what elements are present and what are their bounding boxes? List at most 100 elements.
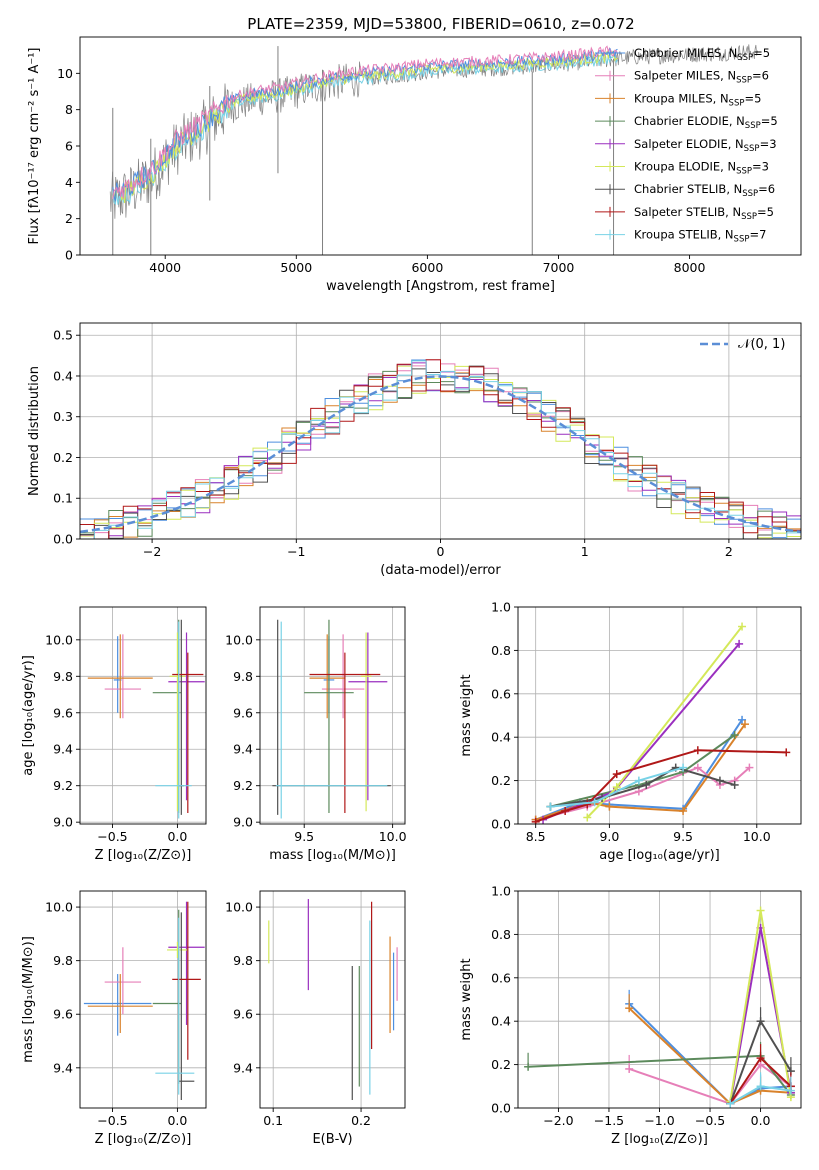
legend: 𝒩(0, 1) — [700, 337, 785, 352]
series-point — [735, 639, 744, 648]
x-tick-label: −2.0 — [543, 1113, 573, 1128]
axes-mass_vs_Z: −0.5 0.0 9.4 9.6 9.8 10.0 Z [log₁₀(Z/Z⊙)] mass … — [21, 890, 207, 1147]
y-tick-label: 10.0 — [45, 632, 73, 647]
series-point — [786, 1076, 795, 1095]
y-tick-label: 0.1 — [53, 491, 73, 506]
x-axis-label: (data-model)/error — [380, 563, 501, 578]
y-tick-label: 10.0 — [45, 900, 73, 915]
y-tick-label: 1.0 — [491, 600, 511, 615]
errorbar-chabrier-elodie — [304, 619, 354, 814]
series-line-salpeter-elodie — [542, 643, 740, 821]
y-tick-label: 9.2 — [53, 778, 73, 793]
series-point — [756, 1044, 765, 1063]
series-point — [738, 622, 747, 631]
errorbar-kroupa-stelib — [155, 917, 195, 1095]
axes-frame — [517, 606, 802, 825]
y-tick-label: 0.5 — [53, 328, 73, 343]
series-point — [756, 1007, 765, 1026]
errorbar-salpeter-elodie — [168, 632, 205, 801]
errorbar-kroupa-stelib — [155, 621, 192, 819]
series-point — [679, 806, 688, 815]
errorbar-salpeter-stelib — [172, 901, 201, 1060]
series-point — [730, 780, 739, 789]
x-axis-label: Z [log₁₀(Z/Z⊙)] — [95, 1132, 192, 1147]
x-tick-label: 10.0 — [379, 829, 407, 844]
legend-label: Salpeter STELIB, NSSP=5 — [634, 205, 774, 222]
series-point — [715, 776, 724, 785]
axes-frame — [79, 606, 207, 825]
y-tick-label: 0.4 — [53, 368, 73, 383]
series-point — [590, 798, 599, 807]
y-tick-label: 0.6 — [491, 970, 511, 985]
errorbar-chabrier-miles — [83, 974, 152, 1036]
legend-label: Kroupa MILES, NSSP=5 — [634, 91, 761, 108]
series-point — [605, 802, 614, 811]
x-tick-label: 10.0 — [743, 829, 771, 844]
series-line-kroupa-elodie — [586, 625, 743, 819]
x-tick-label: −2 — [143, 544, 161, 559]
data-spectrum-line — [109, 44, 758, 219]
x-tick-label: 9.5 — [294, 829, 314, 844]
x-tick-label: 5000 — [280, 260, 312, 275]
x-axis-label: mass [log₁₀(M/M⊙)] — [269, 848, 396, 863]
errorbar-salpeter-miles — [104, 947, 142, 1015]
y-tick-label: 0.3 — [53, 409, 73, 424]
axes-frame — [259, 606, 406, 825]
x-tick-label: −0.5 — [97, 1113, 127, 1128]
x-tick-label: 2 — [725, 544, 733, 559]
normal-curve — [80, 375, 801, 534]
axes-massweight_vs_Z: −2.0 −1.5 −1.0 −0.5 0.0 0.0 0.2 0.4 0.6 0.8 1.0 Z [… — [459, 884, 802, 1147]
series-point — [612, 783, 621, 792]
y-tick-label: 0.8 — [491, 643, 511, 658]
series-point — [642, 780, 651, 789]
y-tick-label: 0.0 — [53, 532, 73, 547]
x-tick-label: −1.5 — [594, 1113, 624, 1128]
series-point — [583, 813, 592, 822]
errorbar-chabrier-stelib — [178, 912, 195, 1100]
figure-title: PLATE=2359, MJD=53800, FIBERID=0610, z=0… — [247, 15, 634, 33]
x-tick-label: 0.0 — [751, 1113, 771, 1128]
model-line-kroupa-elodie — [112, 50, 618, 204]
y-tick-label: 9.8 — [233, 669, 253, 684]
y-tick-label: 10 — [57, 66, 73, 81]
x-axis-label: Z [log₁₀(Z/Z⊙)] — [611, 1132, 708, 1147]
x-tick-label: 0.0 — [167, 1113, 187, 1128]
axes-frame — [79, 890, 207, 1109]
plot-area-age_vs_mass — [272, 619, 391, 819]
plot-area-residual_histogram — [80, 359, 801, 539]
y-tick-label: 9.8 — [53, 953, 73, 968]
errorbar-kroupa-stelib — [275, 621, 388, 819]
histogram-step-kroupa-stelib — [80, 360, 801, 539]
errorbar-salpeter-miles — [104, 634, 142, 719]
y-axis-label: mass weight — [459, 958, 474, 1040]
x-tick-label: 0.2 — [351, 1113, 371, 1128]
errorbar-salpeter-stelib — [309, 652, 381, 814]
x-tick-label: −0.5 — [97, 829, 127, 844]
series-point — [561, 806, 570, 815]
errorbar-kroupa-miles — [309, 634, 345, 719]
errorbar-kroupa-elodie — [169, 632, 186, 812]
axes-ebv_strips: 0.1 0.2 9.4 9.6 9.8 10.0 E(B-V) — [225, 890, 406, 1147]
series-point — [546, 802, 555, 811]
y-tick-label: 0.0 — [491, 817, 511, 832]
legend-label: 𝒩(0, 1) — [738, 337, 785, 352]
x-tick-label: 8000 — [674, 260, 706, 275]
errorbar-salpeter-stelib — [172, 652, 204, 814]
plot-area-massweight_vs_Z — [524, 906, 795, 1108]
y-tick-label: 0.4 — [491, 730, 511, 745]
y-tick-label: 9.0 — [233, 815, 253, 830]
legend: Chabrier MILES, NSSP=5 Salpeter MILES, NS… — [595, 46, 778, 245]
y-tick-label: 10.0 — [225, 632, 253, 647]
axes-frame — [259, 890, 406, 1109]
x-tick-label: 6000 — [411, 260, 443, 275]
series-point — [756, 1072, 765, 1091]
x-tick-label: 8.5 — [526, 829, 546, 844]
series-point — [745, 763, 754, 772]
y-tick-label: 0 — [65, 248, 73, 263]
model-line-salpeter-miles — [112, 45, 618, 200]
y-tick-label: 0.0 — [491, 1101, 511, 1116]
y-tick-label: 9.4 — [233, 1060, 253, 1075]
series-point — [583, 800, 592, 809]
series-point — [738, 715, 747, 724]
y-tick-label: 9.2 — [233, 778, 253, 793]
